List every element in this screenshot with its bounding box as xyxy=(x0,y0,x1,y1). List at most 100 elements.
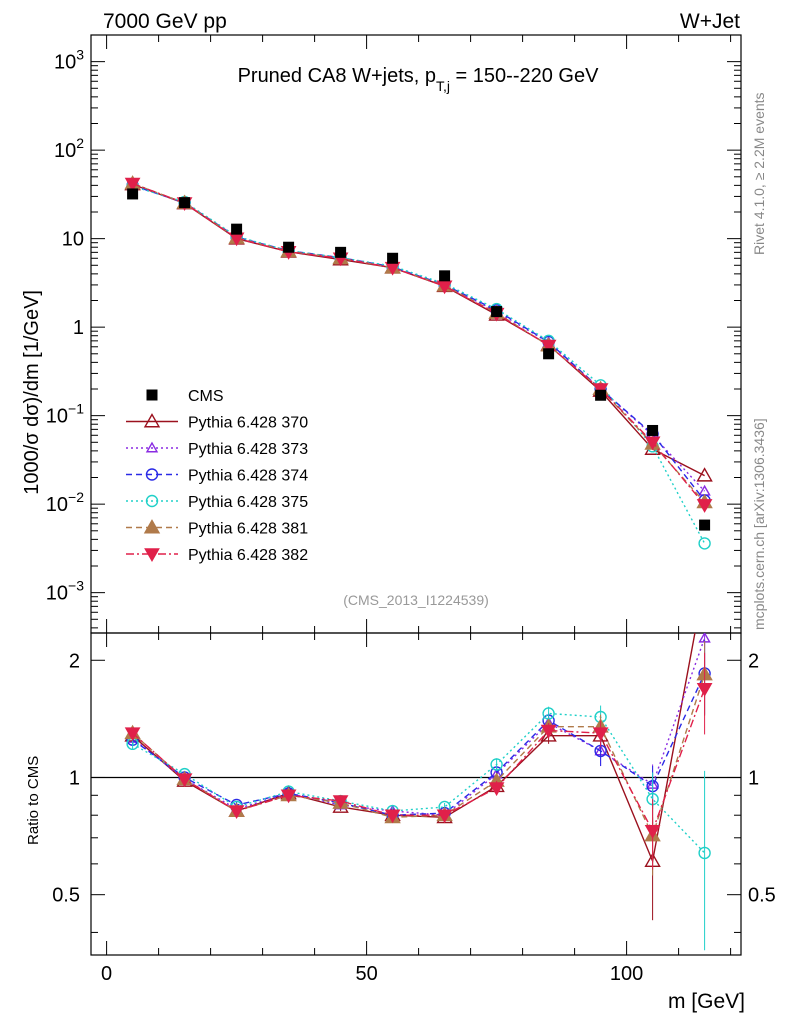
legend-label: Pythia 6.428 374 xyxy=(188,468,308,485)
y-axis-label-ratio: Ratio to CMS xyxy=(25,756,42,845)
legend-marker xyxy=(145,468,159,481)
ratio-marker xyxy=(332,795,349,810)
y-tick-exponent: −3 xyxy=(68,578,84,594)
ratio-marker xyxy=(540,727,557,742)
series-3 xyxy=(126,180,711,951)
y-tick-base: 10 xyxy=(46,494,68,516)
cms-data-point xyxy=(387,252,399,264)
main-marker xyxy=(698,537,711,550)
y-tick-exponent: 3 xyxy=(76,47,84,63)
main-marker xyxy=(696,467,713,482)
y-tick-base: 10 xyxy=(46,583,68,605)
y-tick-exponent: −1 xyxy=(68,401,84,417)
chart-title-suffix: = 150--220 GeV xyxy=(450,65,599,87)
legend-label: Pythia 6.428 370 xyxy=(188,415,308,432)
y-tick-label-ratio: 1 xyxy=(69,767,80,789)
chart-title-subscript: T,j xyxy=(436,78,450,94)
x-tick-label: 0 xyxy=(101,963,112,985)
chart-title-prefix: Pruned CA8 W+jets, p xyxy=(238,65,436,87)
x-tick-label: 50 xyxy=(355,963,377,985)
cms-data xyxy=(127,188,711,531)
legend-label: Pythia 6.428 382 xyxy=(188,547,308,564)
cms-data-point xyxy=(491,306,503,318)
series-line-ratio xyxy=(132,633,696,864)
series-line-ratio xyxy=(132,674,706,838)
ratio-marker xyxy=(592,727,609,742)
y-tick-exponent: −2 xyxy=(68,489,84,505)
series-ratio-panel xyxy=(126,705,711,951)
ratio-frame xyxy=(90,632,742,956)
cms-data-point xyxy=(595,389,607,401)
y-tick-base: 10 xyxy=(54,140,76,162)
legend-marker xyxy=(145,494,159,508)
series-line-ratio xyxy=(132,637,706,816)
legend-marker-cms xyxy=(146,389,158,401)
y-tick-label-main: 102 xyxy=(54,135,84,162)
series-line-main xyxy=(132,185,706,544)
main-marker xyxy=(124,177,141,192)
y-tick-label-ratio: 2 xyxy=(69,650,80,672)
x-axis-label: m [GeV] xyxy=(668,990,745,1013)
cms-data-point xyxy=(179,197,191,209)
y-tick-label-ratio-right: 1 xyxy=(748,767,759,789)
series-line-ratio xyxy=(132,712,706,854)
chart-title: Pruned CA8 W+jets, pT,j = 150--220 GeV xyxy=(238,65,600,94)
y-tick-exponent: 2 xyxy=(76,135,84,151)
ratio-marker xyxy=(698,846,711,860)
series-line-ratio xyxy=(132,688,706,833)
series-line-main xyxy=(132,182,706,506)
y-axis-label-main: 1000/σ dσ)/dm [1/GeV] xyxy=(21,290,43,495)
ratio-marker xyxy=(490,758,503,771)
y-tick-label-main: 103 xyxy=(54,47,84,74)
header-left: 7000 GeV pp xyxy=(103,10,227,33)
legend: CMS Pythia 6.428 370 Pythia 6.428 373 Pythi… xyxy=(126,388,308,564)
ratio-marker xyxy=(540,724,557,739)
ratio-marker xyxy=(176,773,193,788)
legend-label: Pythia 6.428 375 xyxy=(188,494,308,511)
y-tick-label-ratio: 0.5 xyxy=(52,885,80,907)
y-tick-label-ratio-right: 0.5 xyxy=(748,885,776,907)
cms-data-point xyxy=(439,270,451,282)
y-tick-label-main: 10 xyxy=(62,229,84,251)
series-ratio-panel xyxy=(124,633,696,921)
side-text-bottom: mcplots.cern.ch [arXiv:1306.3436] xyxy=(751,418,767,630)
y-tick-label-ratio-right: 2 xyxy=(748,650,759,672)
y-tick-label-main: 1 xyxy=(73,317,84,339)
main-marker xyxy=(696,499,713,513)
y-tick-base: 10 xyxy=(46,406,68,428)
cms-data-point xyxy=(127,188,139,200)
ratio-marker xyxy=(228,805,245,820)
header-right: W+Jet xyxy=(680,10,740,33)
cms-data-point xyxy=(283,241,295,253)
ratio-marker xyxy=(644,824,661,839)
main-frame xyxy=(90,34,742,634)
x-tick-label: 100 xyxy=(610,963,643,985)
series-ratio-panel xyxy=(124,652,713,870)
y-tick-label-main: 10−2 xyxy=(46,489,84,516)
series-main-panel xyxy=(124,177,713,513)
cms-data-point xyxy=(699,519,711,531)
cms-data-point xyxy=(335,246,347,258)
y-tick-label-main: 10−1 xyxy=(46,401,84,428)
y-tick-label-main: 10−3 xyxy=(46,578,84,605)
side-text-top: Rivet 4.1.0, ≥ 2.2M events xyxy=(751,92,767,255)
ratio-marker xyxy=(384,809,401,824)
main-marker xyxy=(644,436,661,451)
legend-marker xyxy=(145,441,159,453)
cms-data-point xyxy=(647,424,659,436)
ratio-marker xyxy=(124,727,141,742)
y-tick-base: 10 xyxy=(54,52,76,74)
series-layer xyxy=(124,175,713,951)
frames xyxy=(90,34,742,956)
legend-marker xyxy=(143,519,161,534)
ratio-marker xyxy=(696,682,713,697)
analysis-tag: (CMS_2013_I1224539) xyxy=(343,592,489,608)
series-line-ratio xyxy=(132,673,706,816)
legend-label-cms: CMS xyxy=(188,388,224,405)
series-line-main xyxy=(132,184,706,501)
legend-marker xyxy=(144,548,160,563)
ratio-marker xyxy=(436,809,453,824)
